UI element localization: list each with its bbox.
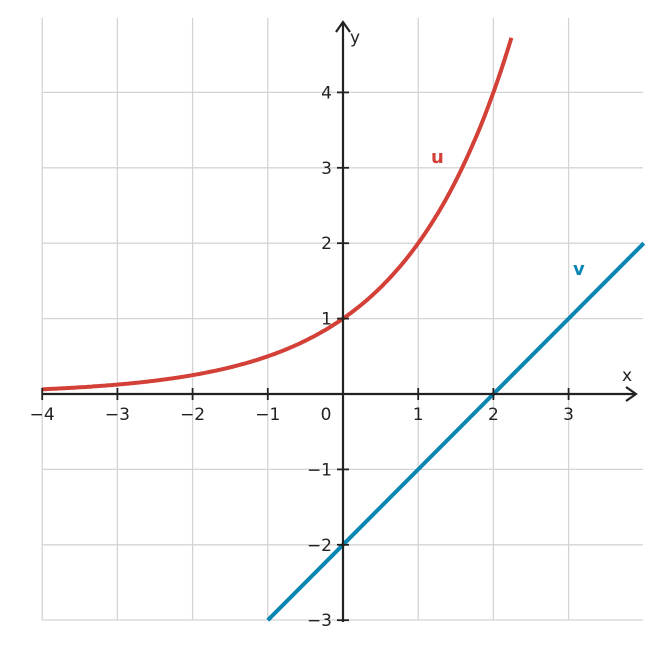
x-tick-label: −2 — [180, 405, 205, 425]
x-tick-label: 1 — [413, 405, 424, 425]
x-axis-arrowhead — [625, 386, 638, 402]
x-tick-label: −3 — [105, 405, 130, 425]
ticks: −4 −3 −2 −1 1 2 3 −3 −2 −1 1 2 3 4 — [30, 83, 574, 631]
y-tick-label: 3 — [321, 159, 332, 179]
x-tick-label: 2 — [488, 405, 499, 425]
origin-label: 0 — [321, 405, 332, 425]
x-axis-label: x — [622, 366, 632, 386]
x-tick-label: −4 — [30, 405, 55, 425]
y-tick-label: 1 — [321, 310, 332, 330]
curves — [42, 37, 646, 622]
y-tick-label: −2 — [307, 536, 332, 556]
x-tick-label: −1 — [255, 405, 280, 425]
axes — [42, 20, 638, 622]
curve-u — [42, 37, 514, 392]
y-tick-label: −3 — [307, 611, 332, 631]
y-axis-label: y — [350, 28, 360, 48]
curve-label-u: u — [431, 147, 444, 168]
x-tick-label: 3 — [563, 405, 574, 425]
y-tick-label: 2 — [321, 234, 332, 254]
curve-v — [266, 241, 646, 622]
y-tick-label: −1 — [307, 460, 332, 480]
y-axis-arrowhead — [335, 20, 351, 33]
curve-label-v: v — [573, 259, 585, 280]
y-tick-label: 4 — [321, 83, 332, 103]
